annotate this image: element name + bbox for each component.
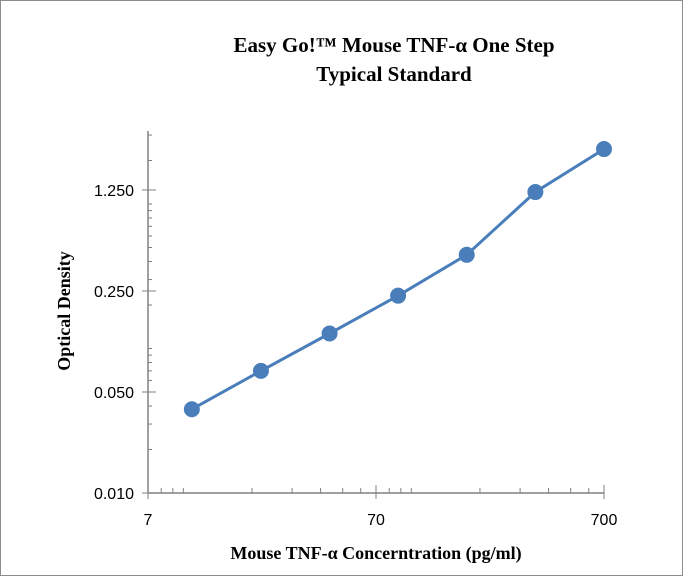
y-tick-label: 0.010 [94,486,134,503]
y-tick-label: 0.250 [94,284,134,301]
data-point [252,362,269,379]
ticks [142,134,605,499]
data-point [321,325,338,342]
x-tick-label: 70 [367,512,385,529]
chart-title-line2: Typical Standard [316,62,472,86]
y-tick-label: 1.250 [94,183,134,200]
y-tick-label: 0.050 [94,385,134,402]
data-point [458,246,475,263]
chart-title-line1: Easy Go!™ Mouse TNF-α One Step [233,33,554,57]
data-point [390,287,407,304]
x-axis-title: Mouse TNF-α Concerntration (pg/ml) [230,543,521,564]
data-point [527,184,544,201]
y-axis-title: Optical Density [54,251,74,371]
data-point [183,401,200,418]
x-tick-label: 7 [144,512,153,529]
x-tick-label: 700 [591,512,618,529]
tick-labels: 0.010 0.050 0.250 1.250 7 70 700 [94,183,617,529]
series [183,141,612,418]
data-point [596,141,612,158]
